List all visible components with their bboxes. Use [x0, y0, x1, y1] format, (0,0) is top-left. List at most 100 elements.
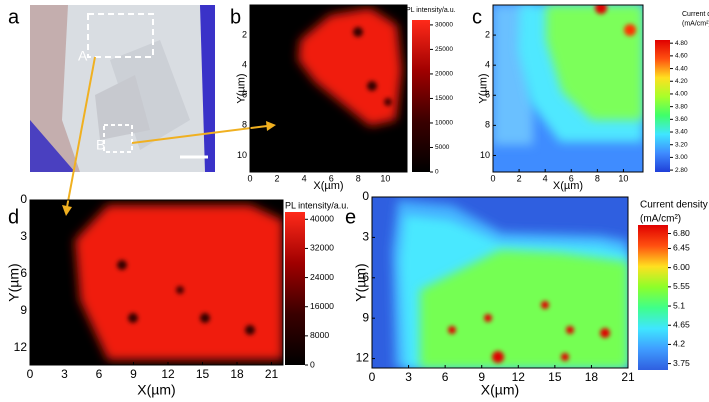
- y-tick-label: 0: [362, 189, 369, 203]
- plot-frame: [492, 4, 644, 173]
- x-tick-label: 3: [61, 367, 68, 381]
- y-tick-label: 0: [20, 192, 27, 206]
- colorbar-title: Current density: [682, 11, 709, 18]
- colorbar-tick-label: 5.1: [673, 300, 685, 310]
- y-tick-label: 6: [20, 266, 27, 280]
- colorbar-tick-label: 4.20: [675, 78, 688, 85]
- colorbar-tick-label: 20000: [435, 71, 453, 78]
- x-tick-label: 0: [490, 174, 495, 184]
- x-tick-label: 21: [265, 367, 279, 381]
- panel-label: e: [345, 206, 356, 228]
- colorbar: [285, 212, 305, 365]
- colorbar-tick-label: 8000: [310, 330, 329, 340]
- colorbar-tick-label: 15000: [435, 95, 453, 102]
- heatmap-image: [30, 200, 283, 365]
- colorbar-title: (mA/cm²): [640, 214, 681, 225]
- colorbar-tick-label: 2.80: [675, 167, 688, 174]
- x-tick-label: 15: [196, 367, 210, 381]
- colorbar-tick-label: 40000: [310, 214, 334, 224]
- y-tick-label: 3: [362, 230, 369, 244]
- colorbar-tick-label: 5000: [435, 144, 450, 151]
- y-tick-label: 4: [242, 60, 247, 70]
- panel-label: c: [472, 6, 482, 28]
- x-axis-label: X(µm): [137, 382, 175, 398]
- y-tick-label: 9: [20, 303, 27, 317]
- x-tick-label: 0: [27, 367, 34, 381]
- colorbar-title: PL intensity/a.u.: [285, 200, 349, 210]
- colorbar-tick-label: 4.60: [675, 53, 688, 60]
- colorbar-tick-label: 6.45: [673, 243, 690, 253]
- x-tick-label: 18: [585, 370, 599, 384]
- y-tick-label: 2: [485, 29, 490, 39]
- y-tick-label: 3: [20, 229, 27, 243]
- y-axis-label: Y(µm): [477, 73, 489, 103]
- plot-frame: [29, 199, 284, 366]
- colorbar-tick-label: 3.60: [675, 116, 688, 123]
- marker-label: B: [96, 137, 105, 153]
- colorbar: [655, 40, 670, 172]
- x-tick-label: 3: [405, 370, 412, 384]
- x-axis-label: X(µm): [481, 382, 519, 398]
- colorbar-tick-label: 10000: [435, 120, 453, 127]
- colorbar-tick-label: 3.75: [673, 358, 690, 368]
- plot-frame: [371, 196, 629, 369]
- colorbar-tick-label: 3.20: [675, 141, 688, 148]
- y-tick-label: 12: [14, 340, 28, 354]
- panel-label: b: [230, 6, 241, 28]
- colorbar-tick-label: 5.55: [673, 281, 690, 291]
- x-tick-label: 6: [569, 174, 574, 184]
- colorbar-title: Current density: [640, 200, 708, 211]
- y-tick-label: 10: [237, 150, 247, 160]
- y-tick-label: 8: [242, 120, 247, 130]
- x-tick-label: 6: [442, 370, 449, 384]
- colorbar-tick-label: 0: [310, 359, 315, 369]
- x-tick-label: 4: [302, 174, 307, 184]
- y-tick-label: 10: [480, 150, 490, 160]
- dashed-box: [103, 124, 133, 153]
- y-tick-label: 6: [362, 270, 369, 284]
- marker-label: A: [78, 48, 88, 64]
- y-axis-label: Y(µm): [235, 73, 247, 103]
- panel-label: d: [8, 206, 19, 228]
- colorbar: [412, 20, 430, 172]
- x-tick-label: 2: [517, 174, 522, 184]
- y-tick-label: 12: [356, 351, 370, 365]
- x-tick-label: 6: [96, 367, 103, 381]
- arrow: [62, 56, 276, 216]
- x-tick-label: 12: [512, 370, 526, 384]
- colorbar-tick-label: 32000: [310, 243, 334, 253]
- colorbar-title: PL intensity/a.u.: [406, 7, 456, 14]
- colorbar-tick-label: 4.00: [675, 91, 688, 98]
- x-tick-label: 15: [548, 370, 562, 384]
- colorbar-tick-label: 3.40: [675, 129, 688, 136]
- x-tick-label: 21: [621, 370, 635, 384]
- y-tick-label: 8: [485, 120, 490, 130]
- x-tick-label: 8: [356, 174, 361, 184]
- x-tick-label: 0: [369, 370, 376, 384]
- colorbar: [638, 225, 668, 370]
- colorbar-tick-label: 24000: [310, 272, 334, 282]
- x-tick-label: 0: [247, 174, 252, 184]
- plot-frame: [249, 4, 408, 173]
- colorbar-tick-label: 16000: [310, 301, 334, 311]
- y-tick-label: 4: [485, 60, 490, 70]
- x-tick-label: 9: [478, 370, 485, 384]
- x-tick-label: 2: [275, 174, 280, 184]
- heatmap-image: [372, 197, 628, 368]
- x-axis-label: X(µm): [313, 180, 343, 192]
- y-tick-label: 6: [485, 90, 490, 100]
- y-tick-label: 2: [242, 29, 247, 39]
- photo: [30, 5, 215, 172]
- x-tick-label: 9: [130, 367, 137, 381]
- colorbar-title: (mA/cm²): [682, 21, 709, 28]
- colorbar-tick-label: 30000: [435, 22, 453, 29]
- heatmap-image: [493, 5, 643, 172]
- y-tick-label: 6: [242, 90, 247, 100]
- x-tick-label: 18: [230, 367, 244, 381]
- colorbar-tick-label: 0: [435, 169, 439, 176]
- colorbar-tick-label: 4.40: [675, 65, 688, 72]
- colorbar-tick-label: 4.80: [675, 40, 688, 47]
- x-tick-label: 10: [618, 174, 628, 184]
- x-tick-label: 6: [329, 174, 334, 184]
